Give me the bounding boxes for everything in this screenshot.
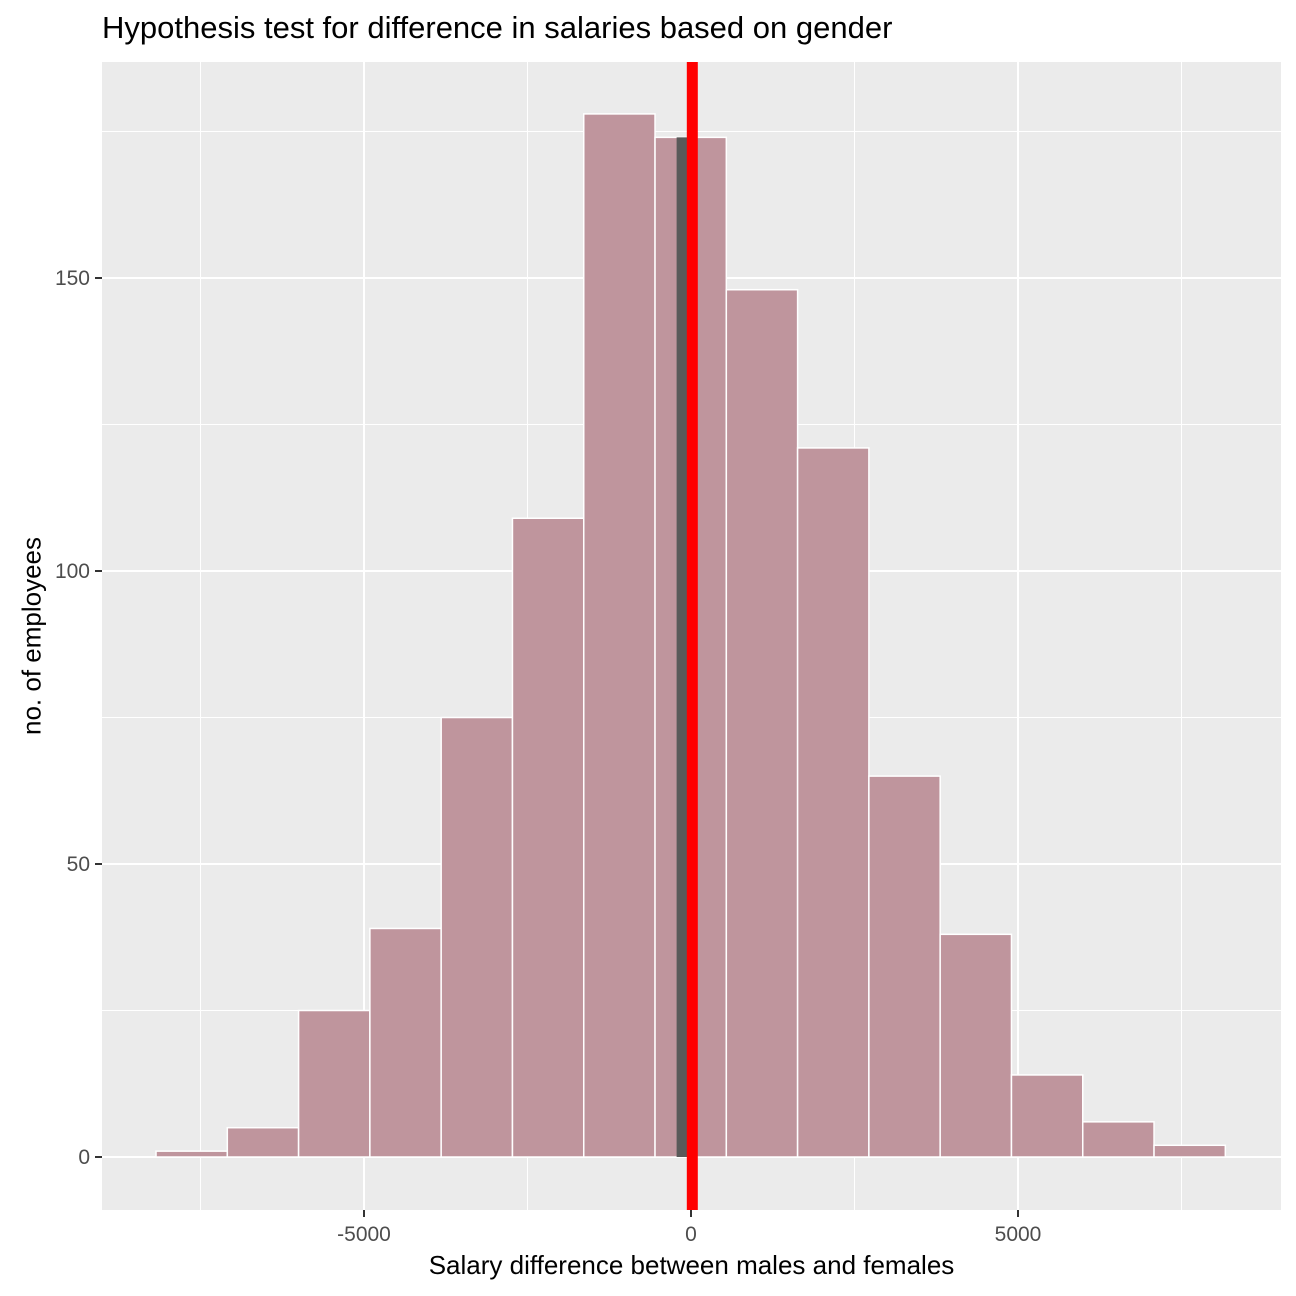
histogram-bar: [440, 716, 514, 1158]
histogram-bar: [1153, 1144, 1227, 1158]
histogram-bar: [725, 288, 799, 1158]
x-tick-label: 5000: [995, 1223, 1042, 1246]
histogram-bar: [297, 1009, 371, 1158]
histogram-bar: [511, 517, 585, 1158]
axes: -5000 0 5000 0 50 100 150: [55, 267, 1041, 1246]
chart-title: Hypothesis test for difference in salari…: [102, 10, 893, 45]
y-tick-label: 50: [67, 853, 90, 876]
x-tick-label: -5000: [337, 1223, 391, 1246]
histogram-bar: [1010, 1074, 1084, 1158]
y-tick-label: 100: [55, 560, 90, 583]
histogram-bar: [226, 1126, 300, 1158]
histogram-bar: [582, 113, 656, 1158]
histogram-bar: [369, 927, 442, 1158]
x-tick-label: 0: [685, 1223, 697, 1246]
histogram-bar: [1081, 1121, 1155, 1158]
x-axis-title: Salary difference between males and fema…: [428, 1250, 955, 1280]
histogram-bar: [796, 447, 870, 1158]
histogram-bar: [939, 933, 1013, 1158]
y-tick-label: 150: [55, 267, 90, 290]
histogram-bar: [868, 775, 941, 1158]
overlay: [676, 62, 698, 1210]
y-axis-title: no. of employees: [16, 536, 47, 736]
y-tick-label: 0: [78, 1146, 90, 1169]
histogram-bar: [155, 1150, 229, 1158]
